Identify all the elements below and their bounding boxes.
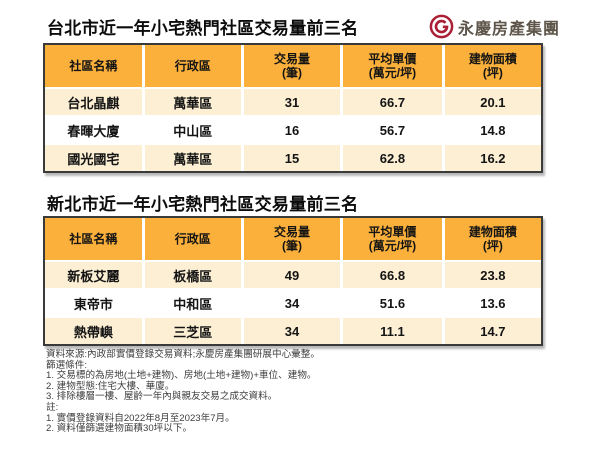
column-header-community: 社區名稱 (45, 218, 142, 260)
cell-avg-price: 66.7 (340, 87, 442, 115)
cell-avg-price: 66.8 (340, 260, 442, 288)
cell-district: 中山區 (141, 115, 241, 143)
cell-district: 三芝區 (141, 316, 241, 344)
cell-volume: 16 (240, 115, 341, 143)
cell-volume: 34 (240, 316, 341, 344)
column-header-avg-price: 平均單價 (萬元/坪) (340, 218, 442, 260)
cell-community: 台北晶麒 (45, 87, 142, 115)
cell-volume: 49 (240, 260, 341, 288)
footnote-filter-3: 3. 排除樓層一樓、屋齡一年內與親友交易之成交資料。 (46, 391, 278, 403)
column-header-community: 社區名稱 (45, 45, 142, 87)
column-header-avg-price: 平均單價 (萬元/坪) (340, 45, 442, 87)
newtaipei-table-title: 新北市近一年小宅熱門社區交易量前三名 (47, 195, 359, 214)
cell-district: 板橋區 (141, 260, 241, 288)
cell-volume: 31 (240, 87, 341, 115)
cell-area: 13.6 (441, 288, 541, 316)
newtaipei-table: 社區名稱 行政區 交易量 (筆) 平均單價 (萬元/坪) 建物面積 (坪) 新板艾麗 … (43, 216, 543, 346)
table-row: 熱帶嶼 三芝區 34 11.1 14.7 (45, 316, 541, 344)
footnote-filter-title: 篩選條件: (46, 359, 88, 371)
cell-avg-price: 56.7 (340, 115, 442, 143)
cell-district: 萬華區 (141, 143, 241, 171)
cell-volume: 34 (240, 288, 341, 316)
brand-name: 永慶房產集團 (458, 20, 561, 38)
cell-area: 20.1 (441, 87, 541, 115)
cell-community: 新板艾麗 (45, 260, 142, 288)
column-header-volume: 交易量 (筆) (240, 218, 341, 260)
table-row: 台北晶麒 萬華區 31 66.7 20.1 (45, 87, 541, 115)
cell-area: 23.8 (441, 260, 541, 288)
cell-area: 14.7 (441, 316, 541, 344)
taipei-table-title: 台北市近一年小宅熱門社區交易量前三名 (47, 19, 359, 38)
footnote-note-1: 1. 實價登錄資料自2022年8月至2023年7月。 (46, 412, 235, 424)
cell-avg-price: 11.1 (340, 316, 442, 344)
cell-district: 萬華區 (141, 87, 241, 115)
taipei-table: 社區名稱 行政區 交易量 (筆) 平均單價 (萬元/坪) 建物面積 (坪) 台北晶麒 … (43, 43, 543, 173)
footnote-source: 資料來源:內政部實價登錄交易資料;永慶房產集團研展中心彙整。 (46, 349, 320, 360)
brand-logo: 永慶房產集團 (429, 14, 560, 39)
yungching-ring-icon (429, 14, 454, 39)
cell-avg-price: 62.8 (340, 143, 442, 171)
cell-area: 14.8 (441, 115, 541, 143)
footnote-filter-1: 1. 交易標的為房地(土地+建物)、房地(土地+建物)+車位、建物。 (46, 370, 317, 382)
cell-volume: 15 (240, 143, 341, 171)
column-header-area: 建物面積 (坪) (441, 218, 541, 260)
cell-community: 國光國宅 (45, 143, 142, 171)
column-header-area: 建物面積 (坪) (441, 45, 541, 87)
footnote-note-2: 2. 資料僅篩選建物面積30坪以下。 (46, 423, 193, 435)
footnote-filter-2: 2. 建物型態:住宅大樓、華廈。 (46, 380, 175, 392)
cell-community: 東帝市 (45, 288, 142, 316)
cell-district: 中和區 (141, 288, 241, 316)
taipei-data-table: 社區名稱 行政區 交易量 (筆) 平均單價 (萬元/坪) 建物面積 (坪) 台北晶麒 … (43, 43, 543, 173)
cell-area: 16.2 (441, 143, 541, 171)
table-row: 東帝市 中和區 34 51.6 13.6 (45, 288, 541, 316)
cell-community: 熱帶嶼 (45, 316, 142, 344)
footnote-note-title: 註: (46, 401, 59, 413)
table-row: 新板艾麗 板橋區 49 66.8 23.8 (45, 260, 541, 288)
table-row: 春暉大廈 中山區 16 56.7 14.8 (45, 115, 541, 143)
table-row: 國光國宅 萬華區 15 62.8 16.2 (45, 143, 541, 171)
header-row: 社區名稱 行政區 交易量 (筆) 平均單價 (萬元/坪) 建物面積 (坪) (45, 218, 541, 260)
newtaipei-data-table: 社區名稱 行政區 交易量 (筆) 平均單價 (萬元/坪) 建物面積 (坪) 新板艾麗 … (43, 216, 543, 346)
footnotes: 資料來源:內政部實價登錄交易資料;永慶房產集團研展中心彙整。 篩選條件: 1. … (46, 349, 576, 435)
column-header-district: 行政區 (141, 218, 241, 260)
cell-community: 春暉大廈 (45, 115, 142, 143)
column-header-district: 行政區 (141, 45, 241, 87)
header-row: 社區名稱 行政區 交易量 (筆) 平均單價 (萬元/坪) 建物面積 (坪) (45, 45, 541, 87)
cell-avg-price: 51.6 (340, 288, 442, 316)
column-header-volume: 交易量 (筆) (240, 45, 341, 87)
